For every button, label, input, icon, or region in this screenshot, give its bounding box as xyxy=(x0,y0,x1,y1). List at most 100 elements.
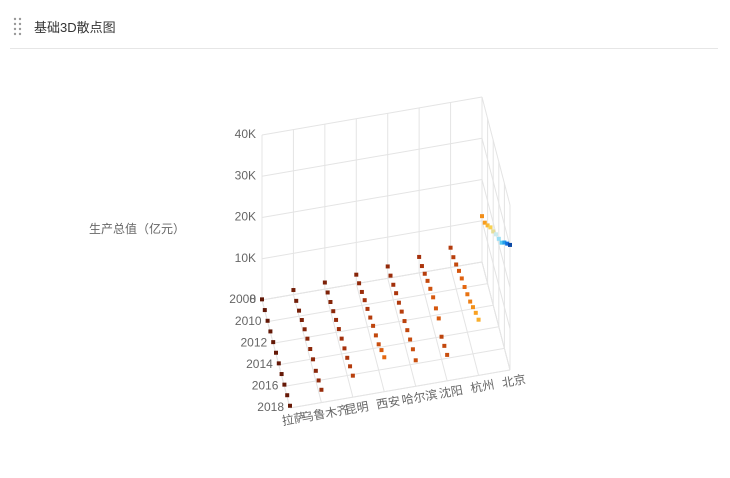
data-point xyxy=(385,264,390,269)
data-point xyxy=(494,232,498,237)
data-point xyxy=(305,336,310,341)
y-tick-label: 2008 xyxy=(229,292,256,306)
data-point xyxy=(402,319,407,324)
data-point xyxy=(491,229,496,234)
data-point xyxy=(297,308,302,313)
data-point xyxy=(391,282,396,287)
data-point xyxy=(316,378,321,383)
data-point xyxy=(382,355,387,360)
data-point xyxy=(262,308,267,313)
data-point xyxy=(473,310,478,315)
data-point xyxy=(462,285,467,290)
data-point xyxy=(445,352,450,357)
data-point xyxy=(439,334,444,339)
z-tick-label: 30K xyxy=(235,168,256,182)
grid-line xyxy=(261,179,483,218)
x-tick-label: 西安 xyxy=(375,393,401,412)
grid-line xyxy=(355,283,385,392)
data-point xyxy=(313,368,318,373)
data-point xyxy=(431,295,436,300)
data-point xyxy=(459,276,464,281)
data-point xyxy=(505,241,510,246)
grid-line xyxy=(284,347,505,387)
data-point xyxy=(354,272,359,277)
data-point xyxy=(362,298,367,303)
data-point xyxy=(436,316,441,321)
y-tick-label: 2018 xyxy=(257,400,284,414)
data-point xyxy=(328,299,333,304)
grid-line xyxy=(267,283,488,323)
data-point xyxy=(499,240,504,245)
data-point xyxy=(422,271,427,276)
data-point xyxy=(288,403,292,408)
data-point xyxy=(396,300,401,305)
y-tick-label: 2014 xyxy=(246,357,273,371)
data-point xyxy=(265,318,270,323)
z-tick-label: 0 xyxy=(249,292,256,306)
data-point xyxy=(410,347,415,352)
data-point xyxy=(482,220,487,225)
grid-line xyxy=(261,261,483,301)
x-tick-label: 北京 xyxy=(501,372,527,390)
data-point xyxy=(342,346,347,351)
data-point xyxy=(496,236,501,241)
data-point xyxy=(368,315,373,320)
data-point xyxy=(456,268,461,273)
grid-line xyxy=(481,220,511,329)
data-point xyxy=(371,323,376,328)
data-point xyxy=(311,357,316,362)
grid-line xyxy=(278,326,499,366)
grid-line xyxy=(324,289,354,398)
data-point xyxy=(413,358,418,363)
data-point xyxy=(276,361,281,366)
divider xyxy=(10,48,718,49)
data-point xyxy=(294,298,299,303)
data-point xyxy=(373,333,378,338)
data-point xyxy=(454,262,459,267)
data-point xyxy=(285,393,290,398)
data-point xyxy=(268,329,273,334)
data-point xyxy=(428,286,433,291)
data-point xyxy=(476,317,481,322)
data-point xyxy=(451,255,456,260)
toolbar: 基础3D散点图 xyxy=(0,0,730,49)
data-point xyxy=(485,223,490,228)
grid-line xyxy=(261,96,483,136)
drag-handle[interactable] xyxy=(12,16,24,36)
grid-line xyxy=(289,369,511,409)
grid-line xyxy=(418,272,448,381)
x-tick-label: 昆明 xyxy=(344,399,370,417)
data-point xyxy=(282,382,287,387)
panel-title: 基础3D散点图 xyxy=(34,20,116,35)
z-axis-title: 生产总值（亿元） xyxy=(89,221,185,236)
grid-line xyxy=(481,96,511,206)
data-point xyxy=(348,364,353,369)
data-point xyxy=(399,309,404,314)
data-point xyxy=(334,317,339,322)
data-point xyxy=(448,245,453,250)
z-tick-label: 40K xyxy=(235,127,256,141)
grid-line xyxy=(387,278,417,387)
x-tick-label: 哈尔滨 xyxy=(400,386,438,407)
data-point xyxy=(468,299,473,304)
data-point xyxy=(508,242,512,247)
data-point xyxy=(365,306,370,311)
grid-line xyxy=(261,137,483,177)
data-point xyxy=(271,340,276,345)
data-point xyxy=(299,318,304,323)
data-point xyxy=(480,214,484,219)
data-point xyxy=(274,350,278,355)
data-point xyxy=(331,309,336,314)
data-point xyxy=(291,288,296,293)
data-point xyxy=(379,348,384,353)
grid-line xyxy=(261,220,483,260)
data-point xyxy=(339,336,344,341)
x-tick-label: 沈阳 xyxy=(438,382,464,401)
data-point xyxy=(488,225,493,230)
z-tick-label: 20K xyxy=(235,210,256,224)
data-point xyxy=(308,347,313,352)
data-point xyxy=(322,280,327,285)
data-point xyxy=(502,240,507,245)
grid-line xyxy=(273,304,494,344)
